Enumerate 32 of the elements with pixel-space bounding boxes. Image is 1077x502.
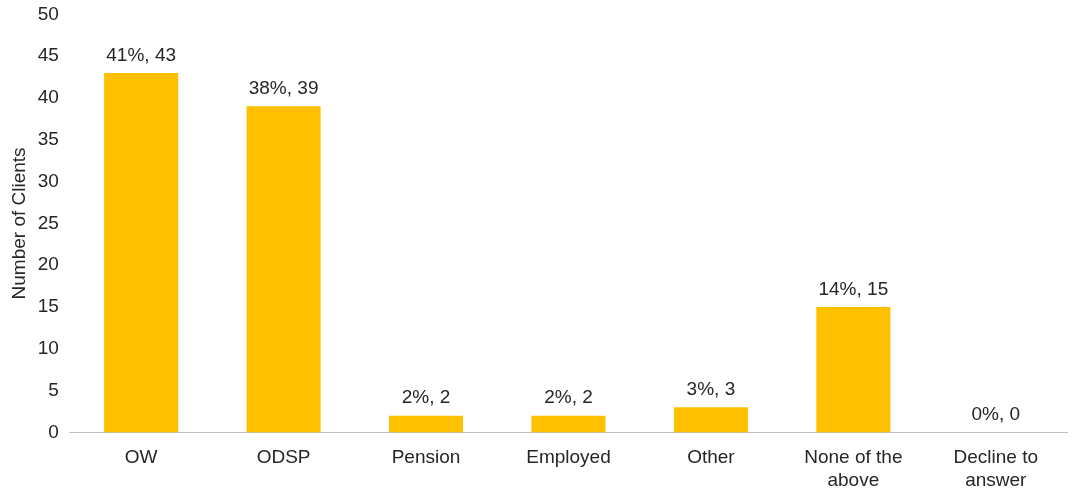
y-tick-label: 45 — [37, 44, 59, 66]
y-tick-label: 40 — [37, 86, 59, 108]
bar — [246, 106, 321, 433]
y-tick-label: 0 — [48, 420, 59, 442]
x-tick-label: Other — [687, 446, 736, 468]
bar — [531, 415, 606, 433]
y-tick-label: 5 — [48, 378, 59, 400]
bar — [389, 415, 464, 433]
y-tick-label: 50 — [37, 2, 59, 24]
data-label: 38%, 39 — [248, 77, 319, 99]
data-label: 2%, 2 — [544, 386, 593, 408]
bar — [816, 307, 891, 433]
data-label: 2%, 2 — [401, 386, 451, 408]
y-tick-label: 20 — [37, 253, 59, 275]
bar — [673, 407, 748, 433]
data-label: 41%, 43 — [106, 43, 177, 65]
x-tick-label: Employed — [526, 446, 611, 468]
x-tick-label: Pension — [391, 446, 461, 468]
x-tick-label: None of the above — [804, 446, 903, 490]
data-label: 0%, 0 — [971, 403, 1021, 425]
y-tick-label: 35 — [37, 128, 59, 150]
y-tick-label: 30 — [37, 169, 59, 191]
x-tick-label: Decline to answer — [953, 446, 1039, 490]
x-tick-label: ODSP — [256, 446, 311, 468]
bar — [104, 72, 179, 433]
data-label: 3%, 3 — [686, 378, 736, 400]
data-label: 14%, 15 — [818, 277, 889, 299]
x-tick-label: OW — [124, 446, 158, 468]
y-tick-label: 25 — [37, 211, 59, 233]
y-axis-title: Number of Clients — [7, 147, 29, 300]
y-tick-label: 10 — [37, 337, 59, 359]
y-tick-label: 15 — [37, 295, 59, 317]
